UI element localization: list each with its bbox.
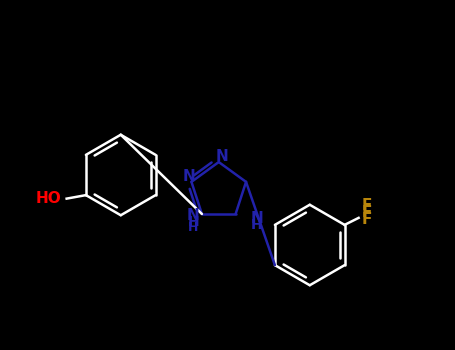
Text: N: N	[182, 169, 195, 184]
Text: N: N	[187, 208, 199, 223]
Text: F: F	[362, 212, 373, 227]
Text: F: F	[362, 198, 373, 213]
Text: N: N	[251, 211, 263, 226]
Text: N: N	[215, 149, 228, 164]
Text: HO: HO	[35, 191, 61, 206]
Text: H: H	[188, 221, 198, 234]
Text: H: H	[251, 218, 263, 232]
Text: F: F	[362, 205, 373, 220]
Text: H: H	[187, 215, 199, 229]
